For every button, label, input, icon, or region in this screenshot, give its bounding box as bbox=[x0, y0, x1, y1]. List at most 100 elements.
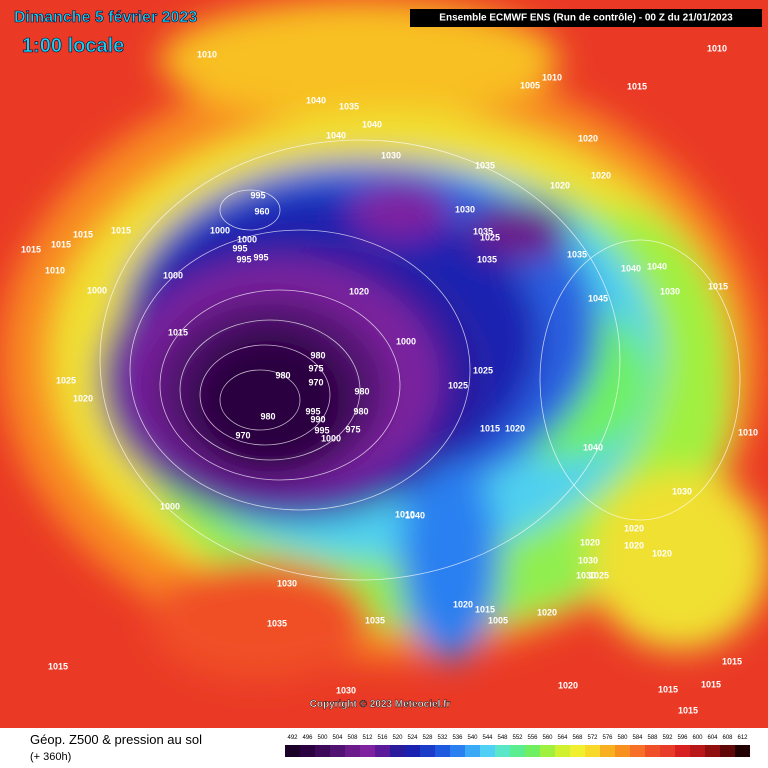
pressure-label: 1045 bbox=[588, 293, 608, 303]
scale-swatch bbox=[690, 745, 705, 757]
pressure-label: 1030 bbox=[578, 555, 598, 565]
pressure-label: 1010 bbox=[45, 265, 65, 275]
pressure-label: 1020 bbox=[591, 170, 611, 180]
scale-swatch bbox=[450, 745, 465, 757]
isobars bbox=[99, 139, 741, 581]
pressure-label: 1020 bbox=[453, 599, 473, 609]
pressure-label: 1035 bbox=[477, 254, 497, 264]
run-info: Ensemble ECMWF ENS (Run de contrôle) - 0… bbox=[439, 13, 733, 24]
pressure-label: 1000 bbox=[160, 501, 180, 511]
pressure-label: 1020 bbox=[578, 133, 598, 143]
pressure-label: 1030 bbox=[455, 204, 475, 214]
pressure-label: 1020 bbox=[624, 523, 644, 533]
pressure-label: 1020 bbox=[505, 423, 525, 433]
pressure-label: 1010 bbox=[707, 43, 727, 53]
pressure-label: 1030 bbox=[381, 150, 401, 160]
scale-swatch bbox=[480, 745, 495, 757]
pressure-label: 1040 bbox=[405, 510, 425, 520]
pressure-label: 1020 bbox=[349, 286, 369, 296]
pressure-label: 1020 bbox=[580, 537, 600, 547]
pressure-label: 980 bbox=[260, 411, 275, 421]
scale-swatch bbox=[375, 745, 390, 757]
scale-label: 504 bbox=[332, 735, 343, 741]
pressure-label: 980 bbox=[275, 370, 290, 380]
pressure-label: 1010 bbox=[197, 49, 217, 59]
scale-swatch bbox=[405, 745, 420, 757]
scale-swatch bbox=[435, 745, 450, 757]
scale-swatch bbox=[570, 745, 585, 757]
pressure-label: 1040 bbox=[326, 130, 346, 140]
scale-label: 552 bbox=[512, 735, 523, 741]
scale-label: 604 bbox=[707, 735, 718, 741]
scale-swatch bbox=[660, 745, 675, 757]
pressure-label: 1015 bbox=[168, 327, 188, 337]
pressure-label: 1040 bbox=[621, 263, 641, 273]
scale-label: 512 bbox=[362, 735, 373, 741]
scale-label: 556 bbox=[527, 735, 538, 741]
pressure-label: 980 bbox=[353, 406, 368, 416]
scale-label: 596 bbox=[677, 735, 688, 741]
scale-swatch bbox=[735, 745, 750, 757]
local-time: 1:00 locale bbox=[22, 35, 124, 57]
pressure-label: 1015 bbox=[48, 661, 68, 671]
pressure-label: 995 bbox=[305, 406, 320, 416]
pressure-label: 1015 bbox=[111, 225, 131, 235]
pressure-label: 1000 bbox=[321, 433, 341, 443]
scale-label: 536 bbox=[452, 735, 463, 741]
scale-label: 576 bbox=[602, 735, 613, 741]
pressure-label: 1035 bbox=[473, 226, 493, 236]
scale-label: 588 bbox=[647, 735, 658, 741]
scale-label: 580 bbox=[617, 735, 628, 741]
scale-label: 572 bbox=[587, 735, 598, 741]
pressure-label: 1000 bbox=[163, 270, 183, 280]
scale-label: 496 bbox=[302, 735, 313, 741]
pressure-label: 1030 bbox=[576, 570, 596, 580]
scale-swatch bbox=[510, 745, 525, 757]
pressure-label: 1030 bbox=[660, 286, 680, 296]
scale-swatch bbox=[495, 745, 510, 757]
scale-label: 544 bbox=[482, 735, 493, 741]
scale-label: 492 bbox=[287, 735, 298, 741]
pressure-label: 1000 bbox=[396, 336, 416, 346]
pressure-label: 1035 bbox=[365, 615, 385, 625]
pressure-label: 995 bbox=[250, 190, 265, 200]
pressure-label: 1010 bbox=[542, 72, 562, 82]
scale-label: 532 bbox=[437, 735, 448, 741]
pressure-label: 1030 bbox=[277, 578, 297, 588]
scale-swatch bbox=[525, 745, 540, 757]
pressure-label: 1005 bbox=[520, 80, 540, 90]
scale-label: 508 bbox=[347, 735, 358, 741]
scale-swatch bbox=[390, 745, 405, 757]
scale-label: 612 bbox=[737, 735, 748, 741]
pressure-label: 1015 bbox=[658, 684, 678, 694]
pressure-label: 1000 bbox=[237, 234, 257, 244]
lead-time: (+ 360h) bbox=[30, 751, 71, 763]
scale-swatch bbox=[615, 745, 630, 757]
scale-label: 548 bbox=[497, 735, 508, 741]
pressure-label: 960 bbox=[254, 206, 269, 216]
scale-label: 520 bbox=[392, 735, 403, 741]
scale-swatch bbox=[360, 745, 375, 757]
pressure-label: 1020 bbox=[558, 680, 578, 690]
pressure-label: 1030 bbox=[672, 486, 692, 496]
pressure-label: 1015 bbox=[73, 229, 93, 239]
pressure-label: 990 bbox=[310, 414, 325, 424]
pressure-label: 1015 bbox=[678, 705, 698, 715]
scale-swatch bbox=[585, 745, 600, 757]
pressure-label: 970 bbox=[235, 430, 250, 440]
pressure-label: 995 bbox=[314, 425, 329, 435]
pressure-label: 1035 bbox=[475, 160, 495, 170]
scale-label: 584 bbox=[632, 735, 643, 741]
pressure-label: 995 bbox=[232, 243, 247, 253]
scale-swatch bbox=[630, 745, 645, 757]
scale-label: 528 bbox=[422, 735, 433, 741]
scale-swatch bbox=[420, 745, 435, 757]
pressure-label: 1015 bbox=[627, 81, 647, 91]
pressure-label: 1035 bbox=[567, 249, 587, 259]
pressure-label: 1020 bbox=[652, 548, 672, 558]
scale-label: 608 bbox=[722, 735, 733, 741]
pressure-label: 1015 bbox=[708, 281, 728, 291]
scale-swatch bbox=[540, 745, 555, 757]
pressure-label: 975 bbox=[345, 424, 360, 434]
